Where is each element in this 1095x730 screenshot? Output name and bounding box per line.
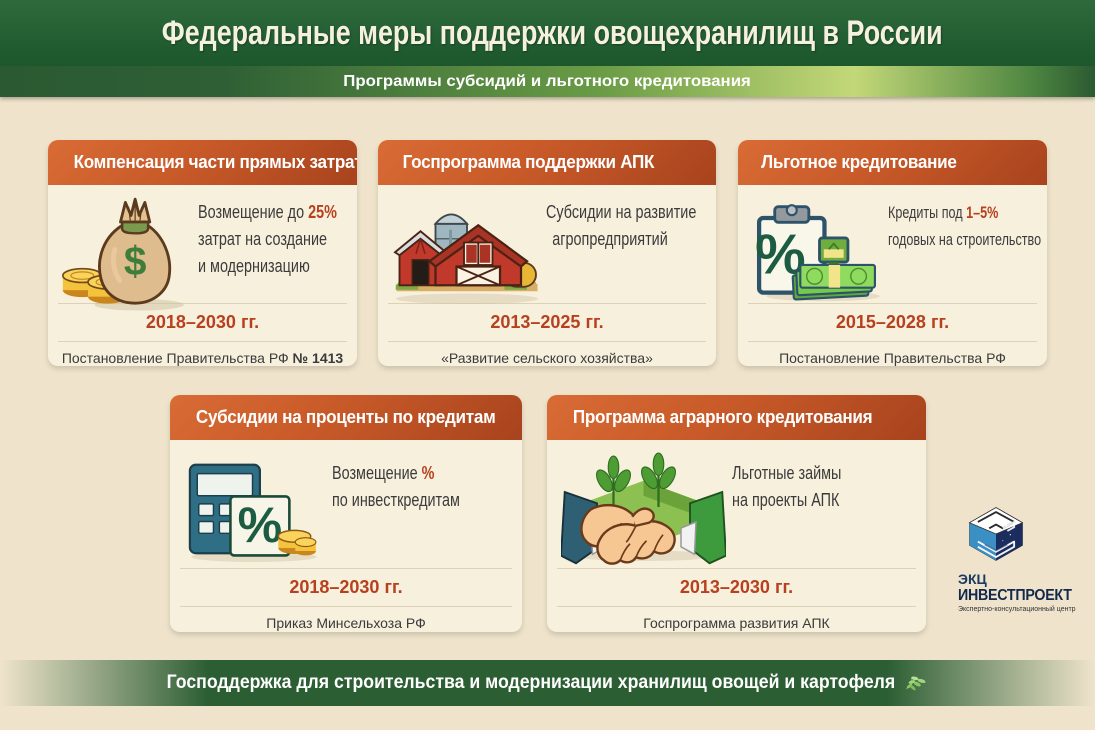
svg-text:$: $ xyxy=(124,238,147,284)
svg-text:%: % xyxy=(238,497,283,553)
